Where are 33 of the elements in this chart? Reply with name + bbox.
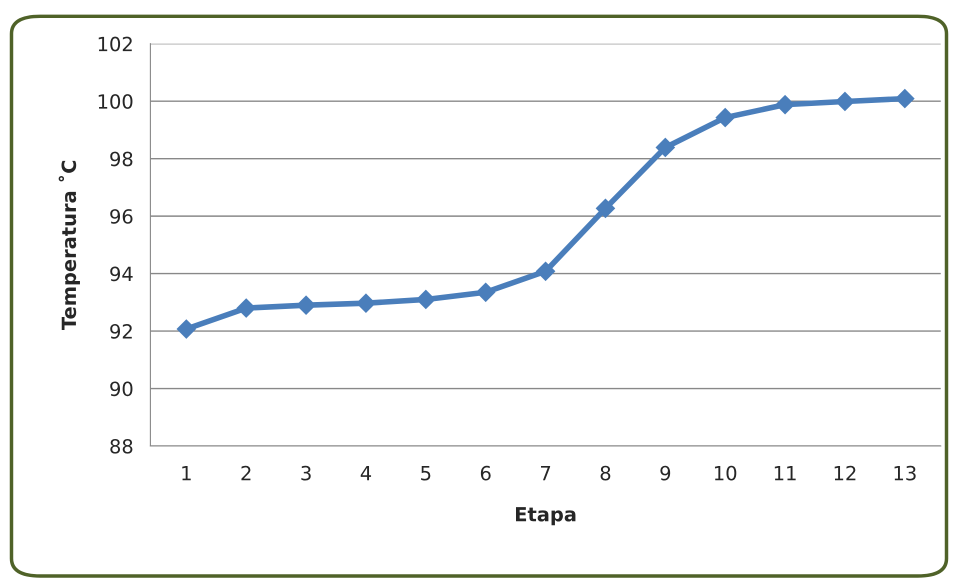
point <box>536 262 556 281</box>
x-tick-label: 7 <box>540 466 550 480</box>
x-axis-title: Etapa <box>516 507 576 526</box>
y-tick-label: 90 <box>110 381 132 396</box>
y-tick-label: 100 <box>98 94 132 109</box>
x-tick-label: 12 <box>834 466 856 480</box>
point <box>716 108 735 128</box>
point <box>895 89 914 108</box>
y-tick-label: 98 <box>110 152 132 166</box>
x-tick-label: 9 <box>660 466 670 480</box>
x-tick-label: 6 <box>480 466 491 480</box>
x-tick-label: 8 <box>600 466 610 480</box>
point <box>476 282 496 302</box>
x-tick-label: 11 <box>774 466 796 480</box>
x-tick-label: 13 <box>894 466 916 480</box>
y-tick-label: 102 <box>98 36 132 52</box>
point <box>596 198 615 218</box>
x-tick-label: 4 <box>360 466 372 480</box>
point <box>416 290 436 309</box>
point <box>176 320 196 339</box>
x-tick-label: 2 <box>241 466 250 480</box>
x-tick-label: 5 <box>421 466 430 480</box>
x-tick-label: 10 <box>714 466 736 480</box>
y-axis-title: Temperatura ˚C <box>58 160 80 330</box>
y-tick-label: 88 <box>110 438 132 454</box>
y-tick-label: 94 <box>110 266 133 282</box>
point <box>835 92 854 112</box>
point <box>236 298 256 318</box>
x-tick-label: 1 <box>182 466 191 480</box>
y-tick-label: 92 <box>110 324 132 339</box>
y-tick-label: 96 <box>110 209 133 224</box>
x-tick-label: 3 <box>301 466 311 480</box>
point <box>656 138 675 157</box>
